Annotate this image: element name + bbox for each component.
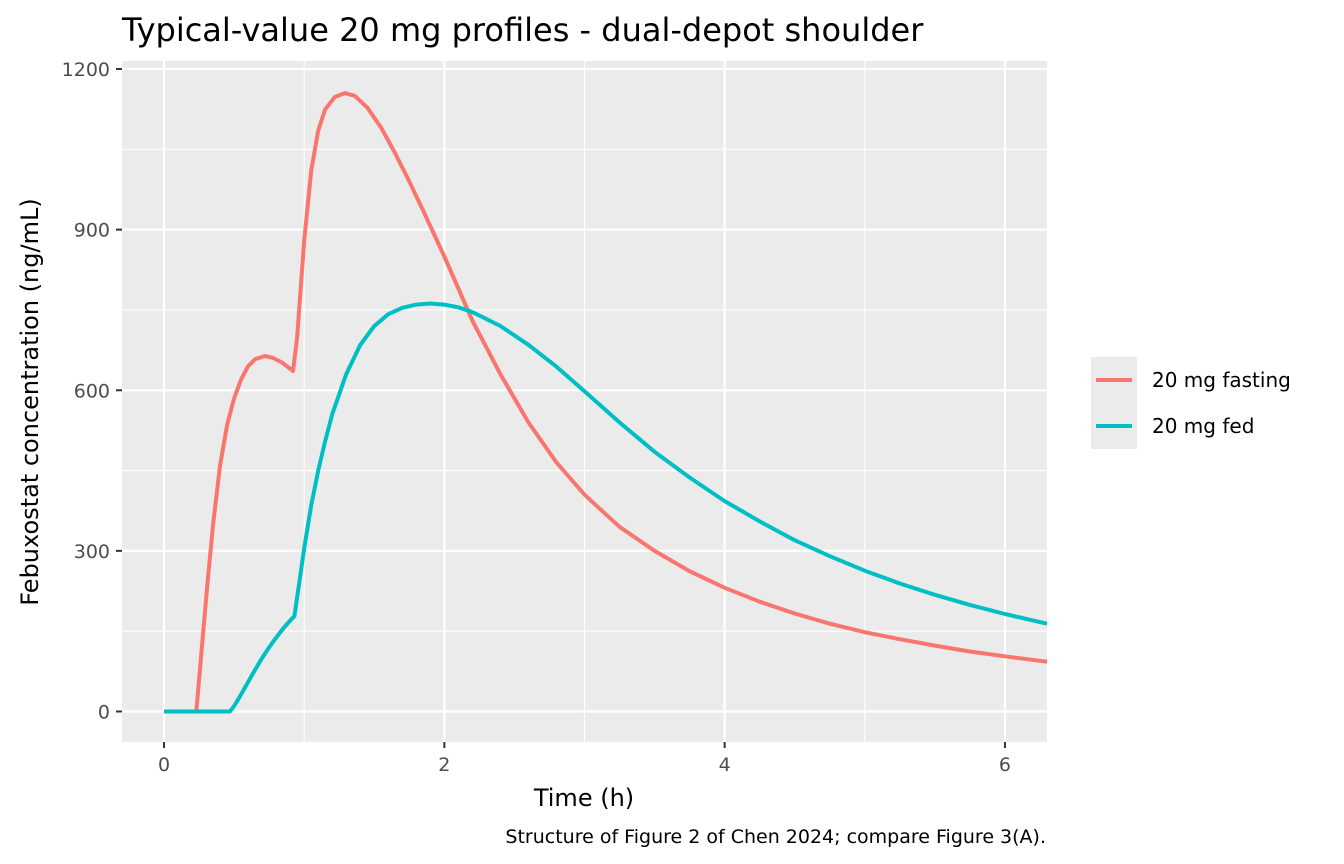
x-tick-label: 6 xyxy=(999,754,1011,776)
y-tick-label: 900 xyxy=(74,220,110,242)
legend-label-1: 20 mg fasting xyxy=(1152,368,1291,392)
legend-label-2: 20 mg fed xyxy=(1152,414,1254,438)
x-tick-label: 2 xyxy=(438,754,450,776)
chart-title: Typical-value 20 mg profiles - dual-depo… xyxy=(121,11,924,49)
x-axis-title: Time (h) xyxy=(533,784,634,812)
y-tick-label: 0 xyxy=(98,701,110,723)
y-axis-title: Febuxostat concentration (ng/mL) xyxy=(16,198,44,605)
series-line-1 xyxy=(164,91,1048,714)
legend: 20 mg fasting 20 mg fed xyxy=(1091,357,1291,449)
y-axis: 0 300 600 900 1200 xyxy=(62,59,122,723)
legend-key-background xyxy=(1091,357,1137,449)
series-line-2 xyxy=(164,301,1048,714)
x-tick-label: 4 xyxy=(719,754,731,776)
y-tick-label: 1200 xyxy=(62,59,110,81)
y-tick-label: 600 xyxy=(74,380,110,402)
chart-caption: Structure of Figure 2 of Chen 2024; comp… xyxy=(505,826,1046,848)
x-tick-label: 0 xyxy=(158,754,170,776)
series-layer xyxy=(164,91,1048,714)
x-axis: 0 2 4 6 xyxy=(158,742,1011,776)
y-tick-label: 300 xyxy=(74,541,110,563)
